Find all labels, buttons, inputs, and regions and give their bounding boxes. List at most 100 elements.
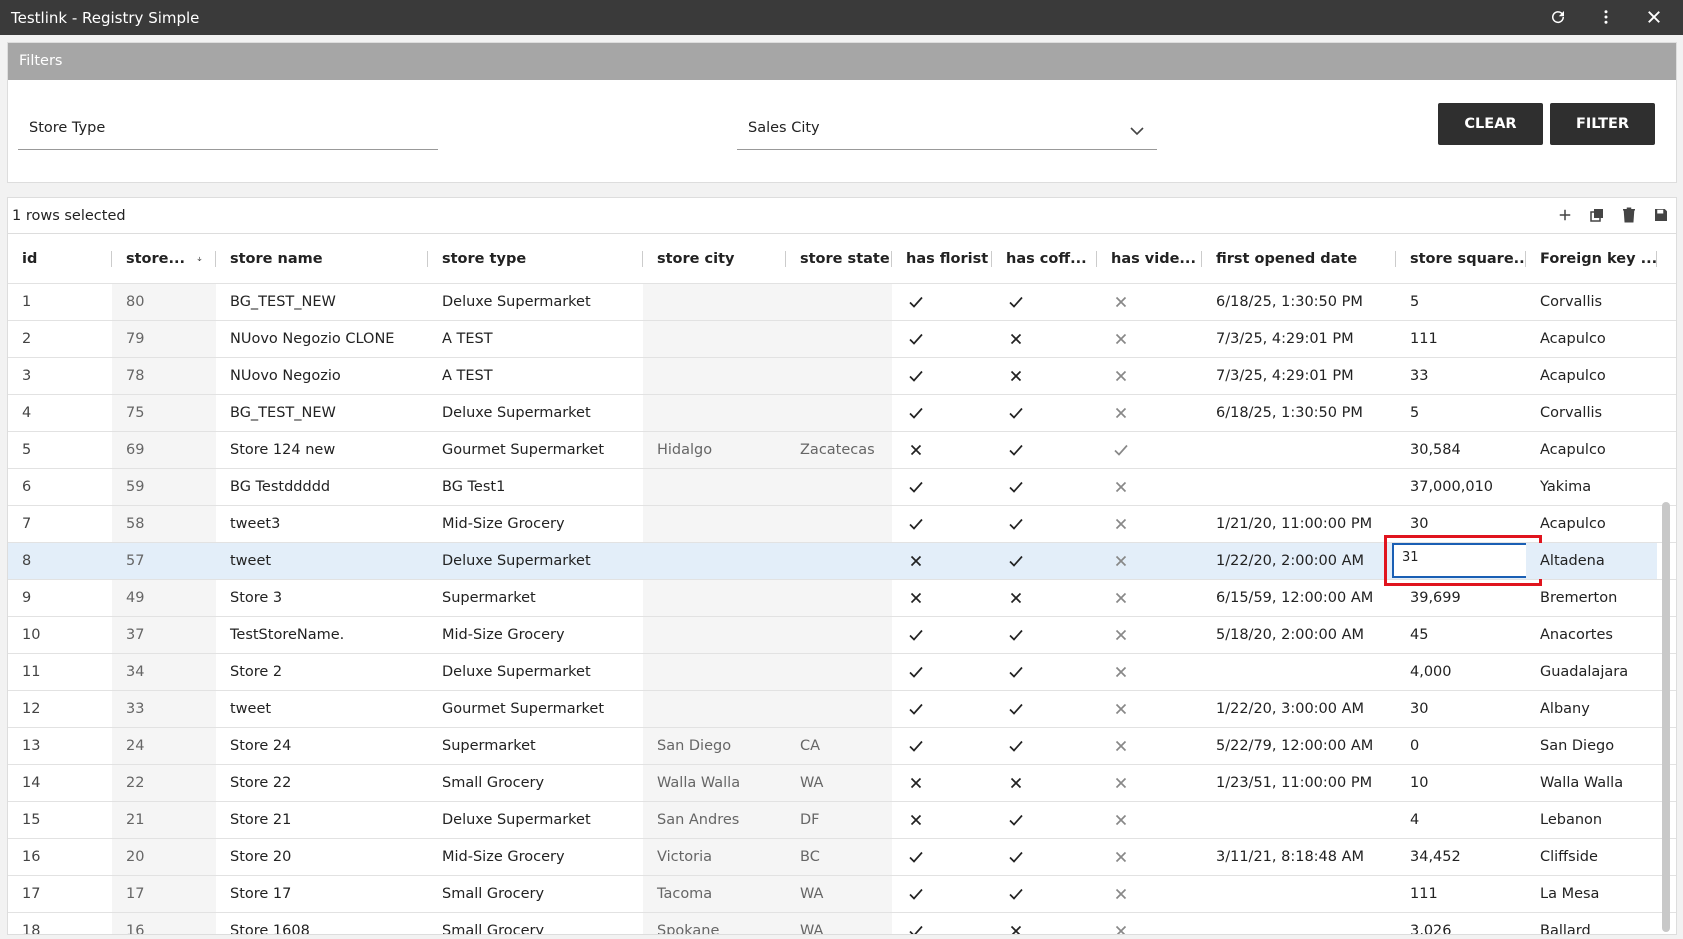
cell-text: Small Grocery	[442, 886, 545, 902]
table-cell: A TEST	[428, 321, 643, 357]
cell-text: 6/15/59, 12:00:00 AM	[1216, 590, 1374, 606]
cell-text: Walla Walla	[657, 775, 741, 791]
copy-button[interactable]	[1588, 206, 1606, 224]
cell-text: 5/18/20, 2:00:00 AM	[1216, 627, 1365, 643]
table-cell	[892, 395, 992, 431]
add-button[interactable]	[1556, 206, 1574, 224]
cell-text: Mid-Size Grocery	[442, 516, 565, 532]
sort-arrow[interactable]	[197, 252, 202, 266]
table-cell: 37,000,010	[1396, 469, 1526, 505]
check-icon	[1009, 481, 1023, 493]
cross-icon	[1115, 740, 1127, 752]
table-cell	[1097, 691, 1202, 727]
menu-button[interactable]	[1597, 8, 1615, 26]
cell-text: 34	[126, 664, 145, 680]
save-button[interactable]	[1652, 206, 1670, 224]
cell-text: 12	[22, 701, 41, 717]
table-cell: BG Testddddd	[216, 469, 428, 505]
cell-text: La Mesa	[1540, 886, 1600, 902]
table-cell: 9	[8, 580, 112, 616]
table-cell	[892, 543, 992, 579]
column-title: has coff...	[1006, 250, 1087, 267]
table-cell: 1	[8, 284, 112, 320]
cell-text: 30	[1410, 516, 1429, 532]
table-cell: 6/18/25, 1:30:50 PM	[1202, 284, 1396, 320]
column-header: store square...	[1396, 234, 1526, 283]
data-grid: 1 rows selected id store... store name stor…	[7, 197, 1677, 935]
table-cell: 4	[8, 395, 112, 431]
table-cell: Ballard	[1526, 913, 1657, 934]
column-header: Foreign key ...	[1526, 234, 1657, 283]
check-icon	[909, 666, 923, 678]
cell-text: Tacoma	[657, 886, 713, 902]
table-cell	[992, 617, 1097, 653]
column-title: store name	[230, 250, 323, 267]
sales-city-field[interactable]: Sales City	[737, 115, 1157, 150]
refresh-button[interactable]	[1549, 8, 1567, 26]
cell-editor[interactable]: 31	[1392, 543, 1534, 578]
column-title: first opened date	[1216, 250, 1358, 267]
cell-text: 16	[22, 849, 41, 865]
table-cell	[1097, 617, 1202, 653]
table-cell: Yakima	[1526, 469, 1657, 505]
clear-button[interactable]: CLEAR	[1438, 103, 1543, 145]
cell-text: 5/22/79, 12:00:00 AM	[1216, 738, 1374, 754]
table-cell: 8	[8, 543, 112, 579]
table-cell: Deluxe Supermarket	[428, 395, 643, 431]
table-row: 15 21 Store 21 Deluxe Supermarket San Andres…	[8, 802, 1676, 839]
table-cell	[1202, 913, 1396, 934]
cell-text: Deluxe Supermarket	[442, 812, 591, 828]
check-icon	[1009, 555, 1023, 567]
cell-text: Deluxe Supermarket	[442, 294, 591, 310]
table-cell: WA	[786, 765, 892, 801]
check-icon	[1009, 703, 1023, 715]
check-icon	[1009, 629, 1023, 641]
cell-text: 30,584	[1410, 442, 1461, 458]
table-cell	[1097, 432, 1202, 468]
table-cell	[1202, 876, 1396, 912]
column-header: has coff...	[992, 234, 1097, 283]
column-title: store type	[442, 250, 527, 267]
store-type-field[interactable]: Store Type	[18, 115, 438, 150]
table-row: 4 75 BG_TEST_NEW Deluxe Supermarket 6/18/25,…	[8, 395, 1676, 432]
table-cell: Deluxe Supermarket	[428, 543, 643, 579]
cell-text: 39,699	[1410, 590, 1461, 606]
table-cell: Tacoma	[643, 876, 786, 912]
delete-button[interactable]	[1620, 206, 1638, 224]
table-cell: 1/21/20, 11:00:00 PM	[1202, 506, 1396, 542]
table-cell: 39,699	[1396, 580, 1526, 616]
table-cell: WA	[786, 876, 892, 912]
filter-button[interactable]: FILTER	[1550, 103, 1655, 145]
table-cell	[892, 284, 992, 320]
cell-text: Hidalgo	[657, 442, 713, 458]
check-icon	[909, 740, 923, 752]
cell-text: 22	[126, 775, 145, 791]
table-cell: NUovo Negozio	[216, 358, 428, 394]
cell-text: 80	[126, 294, 145, 310]
table-cell	[992, 691, 1097, 727]
cross-icon	[910, 777, 922, 789]
cell-text: 45	[1410, 627, 1429, 643]
cell-text: WA	[800, 923, 824, 935]
table-row: 1 80 BG_TEST_NEW Deluxe Supermarket 6/18/25,…	[8, 284, 1676, 321]
table-cell	[643, 691, 786, 727]
cell-text: Zacatecas	[800, 442, 875, 458]
toolbar-actions	[1556, 206, 1670, 224]
scroll-thumb[interactable]	[1662, 502, 1670, 932]
table-cell: tweet	[216, 691, 428, 727]
cell-text: 10	[22, 627, 41, 643]
table-cell	[1097, 284, 1202, 320]
scrollbar[interactable]	[1662, 490, 1670, 934]
table-cell	[892, 728, 992, 764]
table-cell	[786, 617, 892, 653]
table-cell	[992, 506, 1097, 542]
table-cell	[892, 765, 992, 801]
cell-text: Store 20	[230, 849, 292, 865]
close-button[interactable]	[1645, 8, 1663, 26]
cell-text: BG_TEST_NEW	[230, 294, 336, 310]
cell-text: Bremerton	[1540, 590, 1618, 606]
cell-text: Yakima	[1540, 479, 1592, 495]
cross-icon	[1115, 888, 1127, 900]
table-cell	[992, 802, 1097, 838]
